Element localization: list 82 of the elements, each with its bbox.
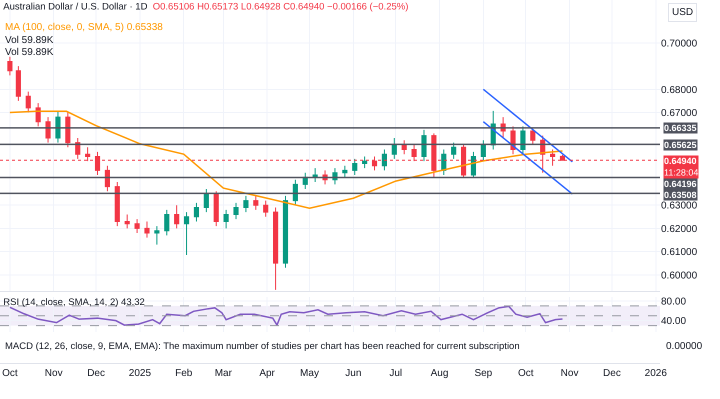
chart-title: RSI (14, close, SMA, 14, 2) 43.32 xyxy=(3,296,145,308)
text: 0.00000 xyxy=(666,341,703,352)
y-tick-label: 0.70000 xyxy=(661,38,698,50)
line-series xyxy=(9,306,564,326)
annotation: Vol 59.89K xyxy=(5,35,54,46)
candlestick xyxy=(302,172,308,190)
y-tick-label: 0.61000 xyxy=(661,247,698,258)
y-tick-label: 0.68000 xyxy=(661,84,698,96)
candlestick xyxy=(352,158,358,176)
x-tick-label: Dec xyxy=(87,368,105,379)
candlestick xyxy=(392,137,397,160)
candlestick xyxy=(273,207,278,290)
candlestick xyxy=(55,110,61,144)
candlestick xyxy=(26,91,31,113)
candlestick xyxy=(134,218,140,234)
candlestick xyxy=(144,220,150,238)
candlestick xyxy=(243,195,248,213)
candlestick xyxy=(263,200,268,218)
candlestick xyxy=(154,226,160,246)
candlestick xyxy=(224,209,229,229)
candlestick xyxy=(164,209,170,236)
y-tick-label: 40.00 xyxy=(661,316,686,328)
y-tick-label: 0.67000 xyxy=(661,108,698,119)
x-tick-label: Sep xyxy=(474,368,493,379)
candlestick xyxy=(104,165,110,192)
candlestick xyxy=(75,137,80,160)
candlestick xyxy=(184,212,190,256)
candlestick xyxy=(7,56,12,76)
x-tick-label: Oct xyxy=(2,368,18,379)
candlestick xyxy=(124,214,130,229)
x-tick-label: 2026 xyxy=(644,368,668,379)
candlestick xyxy=(214,190,219,227)
x-tick-label: Oct xyxy=(518,368,534,379)
ref-line-label: 0.65625 xyxy=(664,140,697,150)
ref-line-label: 0.66335 xyxy=(664,123,697,133)
candlestick xyxy=(174,204,180,229)
x-tick-label: 2025 xyxy=(128,368,152,379)
candlestick xyxy=(292,179,298,206)
ref-line-label: 0.63508 xyxy=(664,190,697,200)
text: MACD (12, 26, close, 9, EMA, EMA): The maximum number of studies per chart has been reached for current subscription xyxy=(5,341,520,352)
candlestick xyxy=(253,195,258,210)
y-tick-label: 80.00 xyxy=(661,296,686,308)
candlestick xyxy=(16,66,21,102)
candlestick xyxy=(194,202,200,222)
y-tick-label: 0.63000 xyxy=(661,200,698,212)
candlestick xyxy=(114,182,120,227)
x-tick-label: Apr xyxy=(259,368,276,379)
x-tick-label: Jun xyxy=(345,368,362,379)
candlestick xyxy=(342,165,348,178)
candlestick xyxy=(451,142,456,160)
candlestick xyxy=(520,126,526,155)
x-tick-label: Nov xyxy=(44,368,63,379)
x-tick-label: Aug xyxy=(430,368,448,379)
candlestick xyxy=(204,188,209,213)
annotation: Vol 59.89K xyxy=(5,47,54,58)
text: MA (100, close, 0, SMA, 5) 0.65338 xyxy=(5,22,164,33)
candlestick xyxy=(441,149,446,176)
chart-subtitle: O0.65106 H0.65173 L0.64928 C0.64940 −0.00166 (−0.25%) xyxy=(152,2,408,13)
candlestick xyxy=(530,128,536,146)
x-tick-label: May xyxy=(300,368,319,379)
candlestick xyxy=(233,202,239,220)
x-tick-label: Mar xyxy=(214,368,233,379)
candlestick xyxy=(421,129,427,162)
line-series xyxy=(9,110,564,209)
candlestick xyxy=(382,149,387,171)
candlestick xyxy=(45,116,51,144)
candlestick xyxy=(480,140,486,162)
ref-line-label: 0.64196 xyxy=(664,179,697,189)
candlestick xyxy=(65,112,70,148)
candlestick xyxy=(362,156,368,169)
y-tick-label: 0.60000 xyxy=(661,270,698,282)
candlestick xyxy=(402,140,407,155)
ref-line-label: 0.64940 xyxy=(664,156,697,166)
text: 11:28:04 xyxy=(664,168,698,178)
chart-title: Australian Dollar / U.S. Dollar · 1D xyxy=(3,2,148,13)
y-tick-label: 0.62000 xyxy=(661,224,698,235)
text: USD xyxy=(672,7,694,18)
x-tick-label: Nov xyxy=(560,368,578,379)
candlestick xyxy=(282,195,288,268)
x-tick-label: Dec xyxy=(603,368,621,379)
x-tick-label: Feb xyxy=(175,368,193,379)
x-tick-label: Jul xyxy=(389,368,402,379)
